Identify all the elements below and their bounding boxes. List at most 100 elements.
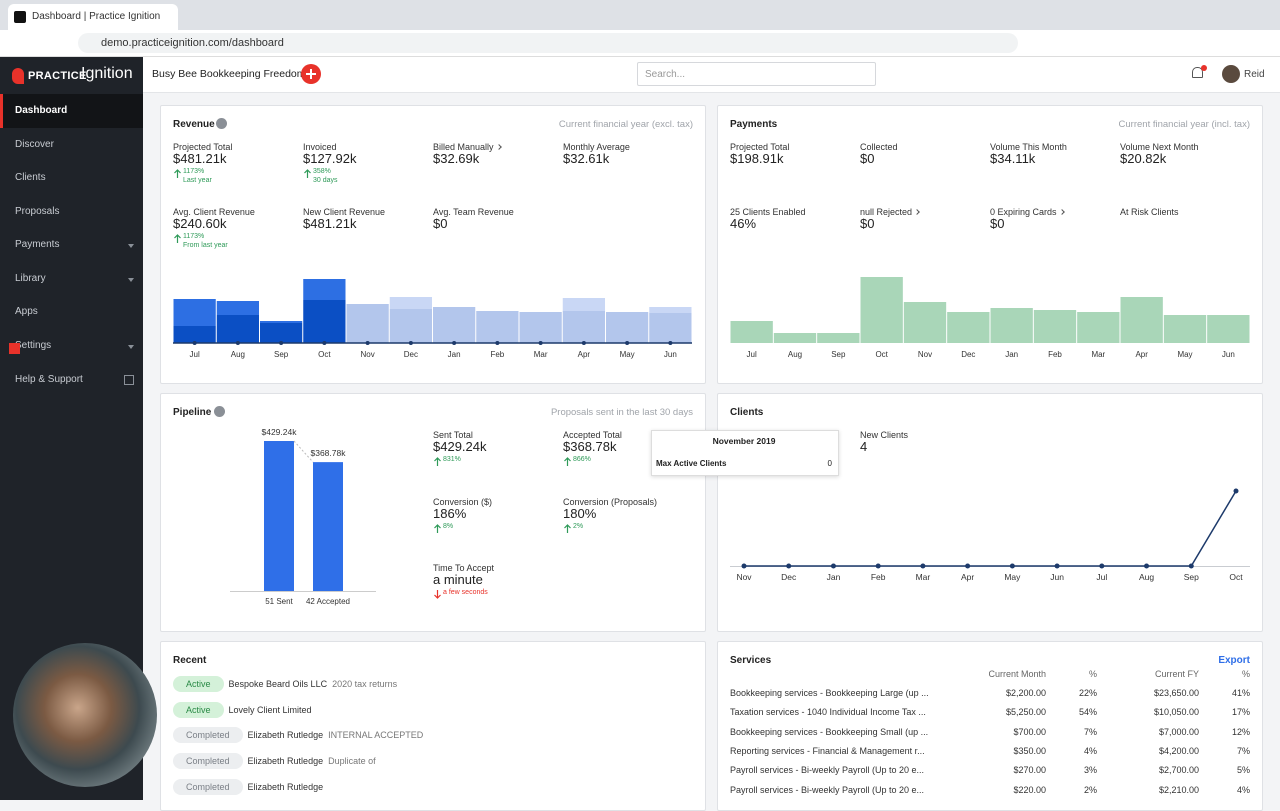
- service-cell: $23,650.00: [1153, 688, 1199, 698]
- tab[interactable]: [8, 4, 178, 30]
- address-bar[interactable]: [78, 33, 1018, 53]
- nav-item[interactable]: Library: [15, 273, 46, 284]
- stat-value: $0: [990, 216, 1005, 231]
- up-arrow: [564, 457, 571, 466]
- client-name: Bespoke Beard Oils LLC: [228, 679, 328, 689]
- export-link[interactable]: Export: [1218, 655, 1250, 666]
- external-icon: [124, 375, 134, 385]
- service-name: Reporting services - Financial & Managem…: [730, 745, 925, 756]
- nav-caret: [128, 278, 134, 282]
- nav-item[interactable]: Settings: [15, 340, 52, 351]
- nav-item[interactable]: Dashboard: [15, 105, 68, 116]
- stat-change: 1173%: [183, 168, 205, 175]
- service-name: Bookkeeping services - Bookkeeping Small…: [730, 726, 929, 737]
- recent-row[interactable]: Active Lovely Client Limited: [173, 701, 312, 718]
- nav-item[interactable]: Payments: [15, 239, 60, 250]
- logo-prefix: PRACTICE: [28, 70, 87, 82]
- card-title: Recent: [173, 655, 207, 666]
- service-name: Payroll services - Bi-weekly Payroll (Up…: [730, 765, 925, 776]
- service-cell: $700.00: [1013, 726, 1046, 737]
- arrow-path: [174, 169, 181, 178]
- stat-change: 2%: [573, 522, 584, 530]
- service-cell: $4,200.00: [1158, 745, 1199, 756]
- nav-item[interactable]: Help & Support: [15, 374, 83, 385]
- service-name: Payroll services - Bi-weekly Payroll (Up…: [730, 784, 925, 795]
- company-name[interactable]: Busy Bee Bookkeeping Freedom: [152, 68, 306, 80]
- nav-item[interactable]: Clients: [15, 172, 46, 183]
- client-name: Elizabeth Rutledge: [247, 781, 324, 792]
- stat-value: 186%: [433, 505, 467, 521]
- service-cell: $350.00: [1013, 745, 1046, 756]
- stat-value: $0: [433, 216, 448, 231]
- service-cell: 7%: [1236, 745, 1250, 756]
- service-cell: 54%: [1078, 707, 1097, 718]
- recent-row[interactable]: Completed Elizabeth Rutledge: [173, 778, 324, 795]
- service-cell: 2%: [1083, 784, 1097, 795]
- stat-label: At Risk Clients: [1120, 207, 1179, 217]
- stat-label: New Client Revenue: [303, 207, 386, 217]
- stat-value: $240.60k: [173, 216, 227, 231]
- up-arrow: [174, 234, 181, 243]
- favicon: [14, 11, 26, 23]
- header: [143, 57, 1280, 93]
- recent-card: [160, 641, 706, 811]
- service-cell: $10,050.00: [1153, 707, 1199, 718]
- service-cell: $270.00: [1013, 765, 1046, 776]
- add-icon-v: [310, 69, 312, 79]
- status-pill: Completed: [173, 778, 243, 795]
- stat-value: 46%: [730, 216, 757, 231]
- service-cell: 17%: [1231, 707, 1250, 718]
- proposal-note: 2020 tax returns: [332, 679, 398, 689]
- card-period: Current financial year (excl. tax): [558, 119, 693, 130]
- help-icon[interactable]: [214, 406, 225, 417]
- stat-value: $20.82k: [1120, 151, 1167, 166]
- status-pill: Active: [173, 676, 224, 692]
- help-icon[interactable]: [216, 118, 227, 129]
- stat-label[interactable]: null Rejected: [860, 207, 920, 217]
- up-arrow: [564, 523, 571, 533]
- stat-label: Avg. Client Revenue: [173, 207, 255, 217]
- recent-row[interactable]: Completed Elizabeth Rutledge INTERNAL ACCE…: [173, 727, 423, 744]
- recent-row[interactable]: Active Bespoke Beard Oils LLC 2020 tax ret…: [173, 676, 397, 692]
- notification-bell[interactable]: [1192, 67, 1203, 78]
- new-tab[interactable]: [188, 10, 198, 11]
- up-arrow: [174, 169, 181, 178]
- tooltip-value: 0: [827, 459, 832, 468]
- tooltip-title: November 2019: [712, 436, 776, 446]
- nav-active-bg: [0, 94, 143, 128]
- nav-item[interactable]: Apps: [15, 306, 38, 317]
- recent-row[interactable]: Completed Elizabeth Rutledge Duplicate of: [173, 753, 376, 770]
- stat-value: 180%: [563, 505, 597, 521]
- stat-label[interactable]: Billed Manually: [433, 142, 502, 152]
- avatar[interactable]: [1222, 65, 1240, 83]
- column-header: %: [1088, 669, 1097, 679]
- service-cell: 7%: [1083, 726, 1097, 737]
- stat-label: Conversion ($): [433, 496, 493, 507]
- nav-item[interactable]: Discover: [15, 139, 54, 150]
- service-cell: $2,200.00: [1005, 688, 1046, 698]
- arrow-path: [564, 523, 571, 533]
- service-cell: $5,250.00: [1005, 707, 1046, 718]
- stat-value: $32.69k: [433, 151, 480, 166]
- stat-value: $429.24k: [433, 439, 487, 454]
- stat-label: Collected: [860, 142, 898, 152]
- nav-item[interactable]: Proposals: [15, 206, 60, 217]
- user-name[interactable]: Reid: [1244, 69, 1265, 80]
- search-box[interactable]: [637, 62, 876, 86]
- chevron: [1058, 209, 1065, 215]
- arrow-path: [304, 169, 311, 178]
- arrow-path: [434, 523, 441, 533]
- stat-label: Projected Total: [730, 142, 790, 152]
- up-arrow: [304, 169, 311, 178]
- column-header: %: [1241, 669, 1250, 679]
- stat-label[interactable]: 0 Expiring Cards: [990, 207, 1065, 217]
- column-header: Current FY: [1154, 669, 1199, 679]
- stat-change: 866%: [573, 456, 591, 463]
- tooltip: [651, 430, 839, 476]
- card-period: Current financial year (incl. tax): [1118, 119, 1250, 130]
- service-name: Bookkeeping services - Bookkeeping Large…: [730, 688, 929, 698]
- stat-change: 358%: [313, 168, 331, 175]
- status-pill: Completed: [173, 753, 243, 770]
- service-cell: 41%: [1231, 688, 1250, 698]
